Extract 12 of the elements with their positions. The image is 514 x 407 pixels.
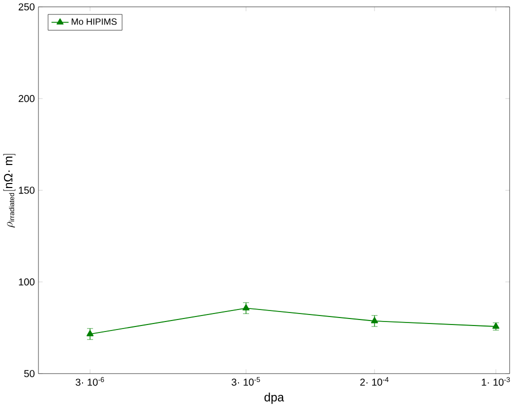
legend-label: Mo HIPIMS (72, 18, 117, 25)
x-tick-label: 3· 10$^{-5}$ (232, 377, 260, 386)
x-axis-title: dpa (264, 392, 284, 404)
y-tick-label: 250 (18, 3, 35, 10)
y-tick-label: 200 (18, 94, 35, 102)
x-tick-label: 1· 10$^{-3}$ (482, 377, 510, 386)
y-tick-label: 150 (18, 186, 35, 194)
x-tick-label: 2· 10$^{-4}$ (360, 377, 389, 386)
y-axis-title: $\rho_{\mbox{\scriptsize irradiated}}[\mbox{nΩ· m}]$ (3, 154, 16, 228)
x-tick-label: 3· 10$^{-6}$ (76, 377, 104, 386)
y-tick-label: 50 (24, 370, 35, 378)
y-tick-label: 100 (18, 278, 35, 286)
